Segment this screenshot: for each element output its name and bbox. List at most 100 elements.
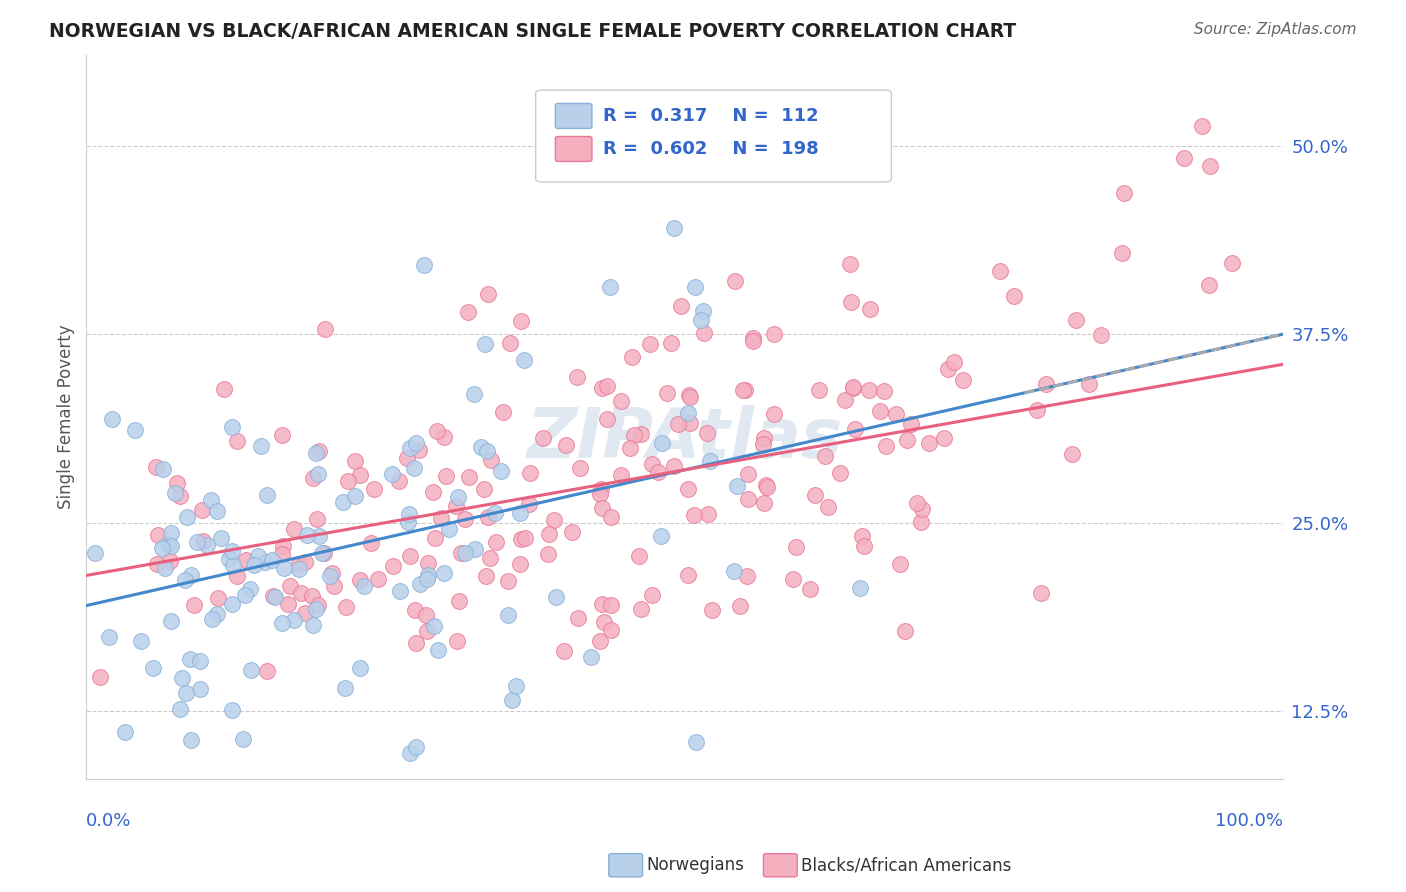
- Point: [662, 459, 685, 474]
- Point: [160, 539, 183, 553]
- Point: [509, 314, 531, 328]
- Point: [683, 279, 706, 293]
- Point: [305, 602, 328, 616]
- Point: [952, 373, 974, 387]
- Point: [492, 405, 515, 419]
- Point: [828, 466, 851, 480]
- Point: [363, 482, 385, 496]
- Point: [288, 562, 311, 576]
- Point: [399, 441, 422, 455]
- Point: [1002, 289, 1025, 303]
- Point: [399, 549, 422, 563]
- Point: [283, 522, 305, 536]
- Point: [381, 467, 404, 481]
- Point: [235, 553, 257, 567]
- Point: [262, 590, 284, 604]
- Y-axis label: Single Female Poverty: Single Female Poverty: [58, 325, 75, 509]
- Point: [415, 624, 437, 639]
- Point: [169, 489, 191, 503]
- Point: [396, 515, 419, 529]
- Text: 0.0%: 0.0%: [86, 812, 132, 830]
- Text: ZIPAtlas: ZIPAtlas: [527, 405, 842, 472]
- Point: [650, 528, 672, 542]
- Point: [283, 613, 305, 627]
- Point: [307, 598, 329, 612]
- Point: [146, 557, 169, 571]
- Point: [1173, 151, 1195, 165]
- Point: [934, 432, 956, 446]
- Point: [408, 443, 430, 458]
- Point: [723, 564, 745, 578]
- Point: [416, 567, 439, 582]
- Point: [207, 591, 229, 605]
- Point: [263, 591, 285, 605]
- Point: [302, 471, 325, 485]
- Point: [180, 733, 202, 747]
- Point: [696, 426, 718, 441]
- Point: [305, 512, 328, 526]
- Point: [179, 651, 201, 665]
- Point: [314, 322, 336, 336]
- Point: [596, 412, 619, 426]
- Point: [1078, 376, 1101, 391]
- Point: [89, 670, 111, 684]
- Point: [193, 533, 215, 548]
- Point: [763, 407, 786, 421]
- Point: [207, 504, 229, 518]
- Point: [209, 531, 232, 545]
- Point: [839, 257, 862, 271]
- Point: [398, 507, 420, 521]
- Point: [153, 561, 176, 575]
- Point: [337, 475, 360, 489]
- Point: [699, 454, 721, 468]
- Point: [218, 552, 240, 566]
- Point: [464, 541, 486, 556]
- Point: [763, 326, 786, 341]
- Point: [457, 305, 479, 319]
- Point: [918, 436, 941, 450]
- Point: [489, 464, 512, 478]
- Point: [232, 732, 254, 747]
- Point: [808, 383, 831, 397]
- Point: [728, 599, 751, 614]
- Point: [692, 326, 714, 340]
- Point: [450, 546, 472, 560]
- Point: [628, 549, 651, 564]
- Point: [256, 664, 278, 678]
- Point: [1220, 256, 1243, 270]
- Point: [367, 572, 389, 586]
- Point: [589, 487, 612, 501]
- Point: [458, 470, 481, 484]
- Point: [165, 486, 187, 500]
- Point: [509, 532, 531, 546]
- Point: [84, 546, 107, 560]
- Point: [332, 495, 354, 509]
- Point: [270, 547, 292, 561]
- Point: [1112, 186, 1135, 200]
- Point: [600, 623, 623, 637]
- Point: [388, 583, 411, 598]
- Point: [422, 485, 444, 500]
- Point: [683, 508, 706, 523]
- Point: [124, 423, 146, 437]
- Point: [512, 352, 534, 367]
- Point: [859, 302, 882, 317]
- Point: [519, 466, 541, 480]
- Point: [176, 510, 198, 524]
- Point: [1060, 447, 1083, 461]
- Point: [288, 557, 311, 571]
- Point: [858, 383, 880, 397]
- Point: [679, 390, 702, 404]
- Point: [172, 671, 194, 685]
- Point: [536, 547, 558, 561]
- Point: [1026, 402, 1049, 417]
- Point: [669, 299, 692, 313]
- Point: [201, 612, 224, 626]
- Point: [724, 274, 747, 288]
- Point: [844, 422, 866, 436]
- Point: [554, 438, 576, 452]
- Point: [799, 582, 821, 596]
- Point: [900, 417, 922, 431]
- Point: [150, 541, 173, 555]
- Point: [751, 437, 773, 451]
